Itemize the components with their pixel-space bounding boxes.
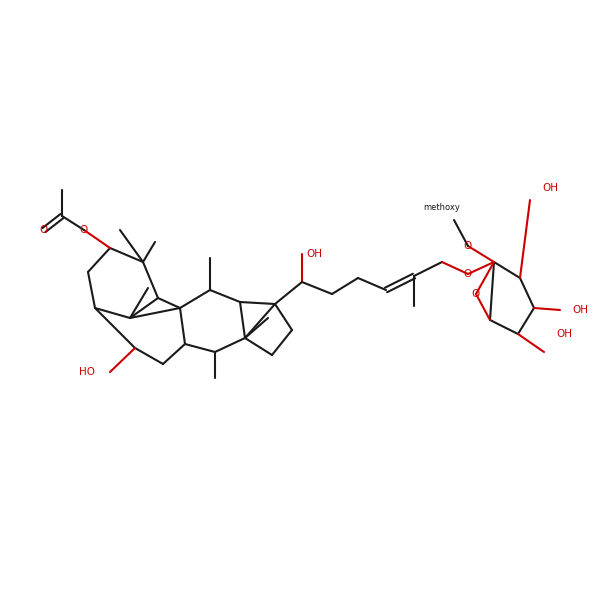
Text: OH: OH xyxy=(542,183,558,193)
Text: O: O xyxy=(80,225,88,235)
Text: methoxy: methoxy xyxy=(424,203,460,212)
Text: O: O xyxy=(464,269,472,279)
Text: O: O xyxy=(472,289,480,299)
Text: OH: OH xyxy=(572,305,588,315)
Text: O: O xyxy=(40,225,48,235)
Text: HO: HO xyxy=(79,367,95,377)
Text: OH: OH xyxy=(306,249,322,259)
Text: OH: OH xyxy=(556,329,572,339)
Text: O: O xyxy=(464,241,472,251)
